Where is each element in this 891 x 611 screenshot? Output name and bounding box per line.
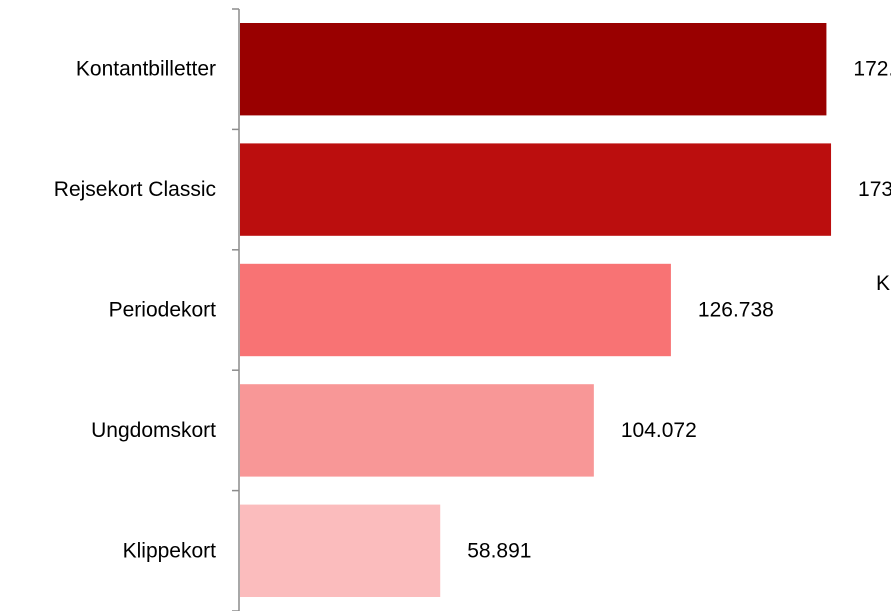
bar-kontantbilletter (240, 23, 827, 116)
category-label-kontantbilletter: Kontantbilletter (76, 58, 216, 81)
category-label-ungdomskort: Ungdomskort (91, 419, 216, 442)
truncated-side-text: K (876, 272, 890, 295)
bars-layer (240, 23, 832, 597)
category-axis (232, 8, 240, 611)
bar-periodekort (240, 263, 671, 357)
category-label-periodekort: Periodekort (109, 299, 217, 322)
labels-layer: Kontantbilletter 172.476 Rejsekort Classic… (54, 58, 891, 563)
category-label-klippekort: Klippekort (123, 539, 217, 562)
value-label-periodekort: 126.738 (698, 299, 774, 322)
value-label-rejsekort-classic: 173.836 (858, 178, 891, 201)
value-label-kontantbilletter: 172.476 (853, 58, 891, 81)
value-label-ungdomskort: 104.072 (621, 419, 697, 442)
bar-klippekort (240, 504, 441, 597)
bar-rejsekort-classic (240, 143, 832, 236)
bar-ungdomskort (240, 384, 594, 477)
category-label-rejsekort-classic: Rejsekort Classic (54, 178, 216, 201)
value-label-klippekort: 58.891 (467, 539, 531, 562)
